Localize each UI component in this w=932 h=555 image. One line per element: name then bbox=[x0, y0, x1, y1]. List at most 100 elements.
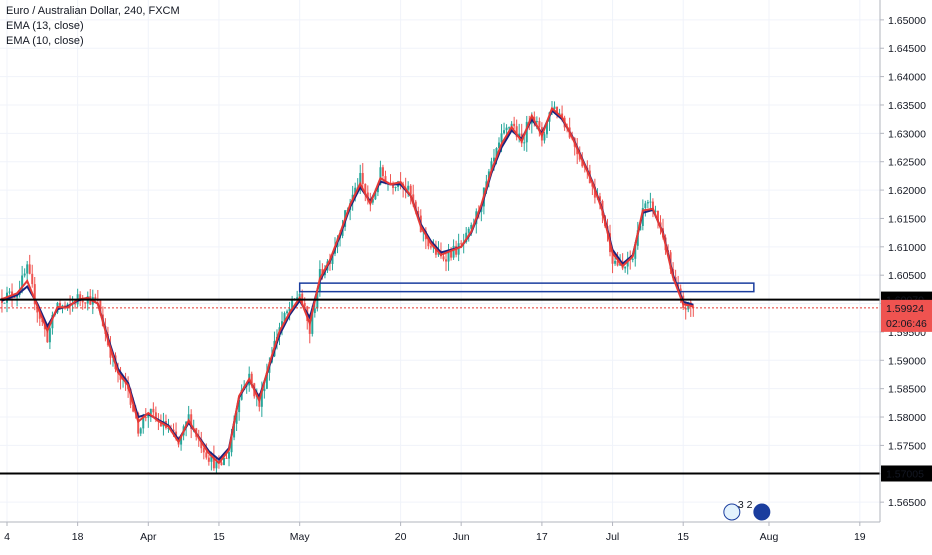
candle-body bbox=[298, 293, 301, 298]
candle-body bbox=[639, 225, 642, 231]
zone-rectangle bbox=[298, 282, 755, 293]
candle-body bbox=[467, 228, 470, 233]
time-tick-label: 19 bbox=[854, 531, 866, 543]
chart-legend: Euro / Australian Dollar, 240, FXCM EMA … bbox=[6, 4, 180, 49]
candle-body bbox=[578, 154, 581, 160]
candle-body bbox=[644, 203, 647, 208]
candle-body bbox=[417, 210, 420, 216]
current-price-tag bbox=[881, 299, 932, 332]
candle-body bbox=[460, 243, 463, 245]
candle-body bbox=[137, 413, 140, 434]
candle-body bbox=[495, 148, 498, 158]
candle-body bbox=[308, 321, 311, 334]
candle-body bbox=[543, 134, 546, 141]
candle-body bbox=[205, 452, 208, 458]
event-flag-icon bbox=[723, 503, 741, 521]
candle-body bbox=[149, 408, 152, 415]
time-tick-label: Aug bbox=[760, 531, 779, 543]
candle-body bbox=[414, 201, 417, 211]
candle-body bbox=[505, 127, 508, 131]
candle-body bbox=[3, 302, 6, 304]
candle-body bbox=[429, 246, 432, 248]
candle-body bbox=[354, 187, 357, 195]
candle-body bbox=[331, 253, 334, 264]
time-axis bbox=[0, 522, 932, 550]
candle-body bbox=[207, 457, 210, 462]
candle-body bbox=[624, 266, 627, 269]
candle-body bbox=[359, 173, 362, 188]
candle-body bbox=[28, 264, 31, 274]
candle-body bbox=[581, 159, 584, 167]
candle-body bbox=[233, 423, 236, 438]
price-tick-label: 1.59000 bbox=[888, 355, 926, 367]
candle-body bbox=[48, 328, 51, 343]
candle-body bbox=[457, 243, 460, 255]
candle-body bbox=[518, 133, 521, 137]
candle-body bbox=[159, 421, 162, 427]
candle-body bbox=[313, 308, 316, 314]
candle-body bbox=[523, 142, 526, 144]
price-tick-label: 1.65000 bbox=[888, 15, 926, 27]
time-tick-label: Jul bbox=[606, 531, 619, 543]
candle-body bbox=[545, 121, 548, 135]
ema13-label[interactable]: EMA (13, close) bbox=[6, 20, 84, 32]
time-tick-label: 15 bbox=[677, 531, 689, 543]
event-count-label: 3 2 bbox=[738, 499, 753, 511]
candle-body bbox=[33, 284, 36, 305]
candle-body bbox=[215, 461, 218, 469]
time-tick-label: Apr bbox=[140, 531, 157, 543]
ema10-label[interactable]: EMA (10, close) bbox=[6, 35, 84, 47]
candle-body bbox=[74, 303, 77, 305]
candle-body bbox=[364, 184, 367, 193]
candle-body bbox=[427, 239, 430, 247]
candle-body bbox=[152, 408, 155, 413]
candle-body bbox=[303, 303, 306, 307]
candle-body bbox=[283, 313, 286, 322]
candle-body bbox=[61, 305, 64, 307]
candle-body bbox=[513, 123, 516, 127]
candle-body bbox=[144, 417, 147, 419]
candle-body bbox=[250, 373, 253, 384]
candle-body bbox=[500, 133, 503, 143]
candle-body bbox=[26, 264, 29, 274]
candle-body bbox=[296, 297, 299, 299]
candle-body bbox=[634, 245, 637, 259]
candle-body bbox=[598, 196, 601, 202]
candle-body bbox=[230, 437, 233, 453]
candle-body bbox=[470, 224, 473, 229]
ema13-line bbox=[1, 108, 694, 461]
candle-body bbox=[147, 414, 150, 418]
candle-body bbox=[187, 414, 190, 422]
candle-body bbox=[311, 313, 314, 334]
candle-body bbox=[409, 185, 412, 195]
candle-body bbox=[407, 185, 410, 190]
candle-body bbox=[492, 157, 495, 162]
candle-body bbox=[210, 455, 213, 462]
candle-body bbox=[392, 185, 395, 188]
candle-body bbox=[508, 127, 511, 129]
candle-body bbox=[139, 428, 142, 434]
candle-body bbox=[616, 260, 619, 266]
candle-body bbox=[374, 192, 377, 200]
time-tick-label: May bbox=[290, 531, 311, 543]
event-flag-icon bbox=[753, 503, 771, 521]
candle-body bbox=[450, 251, 453, 258]
candle-body bbox=[361, 173, 364, 185]
candle-body bbox=[109, 345, 112, 358]
candle-body bbox=[291, 299, 294, 309]
symbol-title[interactable]: Euro / Australian Dollar, 240, FXCM bbox=[6, 5, 180, 17]
candle-body bbox=[235, 412, 238, 424]
candle-body bbox=[38, 312, 41, 319]
current-price-label: 1.59924 bbox=[886, 303, 924, 315]
candle-body bbox=[46, 329, 49, 343]
candle-body bbox=[190, 414, 193, 429]
candle-body bbox=[614, 260, 617, 264]
candle-body bbox=[132, 404, 135, 412]
candle-body bbox=[381, 167, 384, 177]
time-tick-label: 17 bbox=[536, 531, 548, 543]
price-tick-label: 1.64500 bbox=[888, 43, 926, 55]
candle-body bbox=[525, 121, 528, 143]
candle-body bbox=[13, 297, 16, 299]
countdown-label: 02:06:46 bbox=[886, 318, 927, 330]
